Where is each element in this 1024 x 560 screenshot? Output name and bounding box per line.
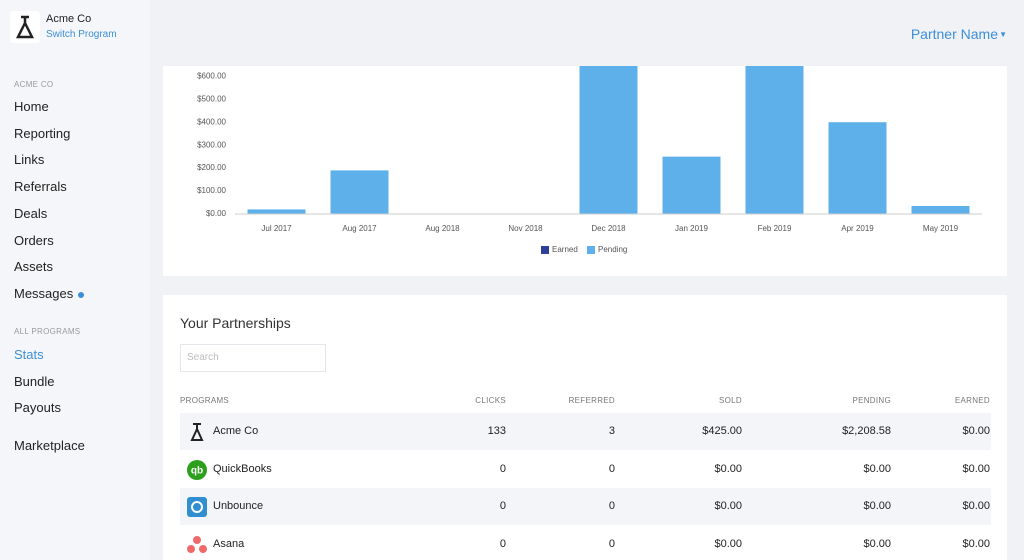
nav-item[interactable]: Payouts [14,400,61,416]
program-icon [190,423,204,441]
nav-item[interactable]: Stats [14,347,44,362]
bar [828,122,887,214]
table-cell: Asana [213,537,245,550]
nav-item[interactable]: Assets [14,259,54,275]
table-cell: $2,208.58 [842,425,891,437]
table-cell: $0.00 [714,500,742,512]
logo [10,11,40,43]
table-row[interactable]: qb QuickBooks 0 0 $0.00 $0.00 $0.00 [180,451,991,488]
bar [911,205,970,214]
sidebar: Acme Co Switch Program ACME CO Home Report… [0,0,150,560]
chart: $0.00 $100.00 $200.00 $300.00 $400.00 $500.00… [197,66,982,254]
bar [247,209,306,214]
table-row[interactable]: Unbounce 0 0 $0.00 $0.00 $0.00 [180,488,991,525]
table-cell: 3 [608,425,615,437]
table-card: Your Partnerships Search PROGRAMS CLICKS R… [163,295,1007,560]
search-input[interactable]: Search [180,344,326,372]
column-header: REFERRED [568,396,615,405]
nav-item[interactable]: Messages [14,285,74,301]
logo-icon [15,15,35,39]
table-row[interactable]: Acme Co 133 3 $425.00 $2,208.58 $0.00 [180,413,991,450]
legend-swatch [541,246,549,254]
table-cell: Acme Co [213,425,259,437]
table-cell: 0 [499,500,506,512]
table-cell: 0 [608,537,615,550]
y-tick-label: $0.00 [206,209,227,218]
nav-item[interactable]: Orders [14,232,54,248]
nav-item[interactable]: Referrals [14,179,67,195]
table-cell: $0.00 [962,425,990,437]
svg-text:qb: qb [191,465,203,476]
switch-program[interactable]: Switch Program [46,29,117,40]
table-cell: $0.00 [962,500,990,512]
table-cell: 0 [608,500,615,512]
column-header: EARNED [954,396,990,405]
x-tick-label: Jul 2017 [261,224,292,233]
table-cell: Unbounce [213,500,264,512]
table-row[interactable]: Asana 0 0 $0.00 $0.00 $0.00 [180,526,991,560]
legend-label: Earned [552,245,578,254]
table-cell: $0.00 [962,537,990,550]
column-header: PROGRAMS [180,396,230,405]
x-tick-label: Feb 2019 [758,224,792,233]
y-tick-label: $600.00 [197,71,226,80]
y-tick-label: $500.00 [197,94,226,103]
table-cell: $0.00 [714,537,742,550]
column-header: CLICKS [475,396,506,405]
table-cell: $0.00 [863,500,891,512]
table-cell: QuickBooks [213,462,272,475]
nav-item[interactable]: Marketplace [14,438,85,453]
table-cell: $425.00 [702,425,742,437]
x-tick-label: Aug 2017 [342,224,377,233]
y-tick-label: $100.00 [197,186,226,195]
x-tick-label: Aug 2018 [425,224,460,233]
nav-item[interactable]: Deals [14,205,48,221]
y-tick-label: $300.00 [197,140,226,149]
bar [662,156,721,214]
table-cell: $0.00 [962,462,990,475]
nav-item[interactable]: Links [14,152,45,168]
bars [247,66,970,214]
nav-item[interactable]: Home [14,99,49,114]
x-tick-label: Dec 2018 [591,224,626,233]
table-cell: 0 [499,537,506,550]
table-cell: 0 [608,462,615,475]
program-icon: qb [187,459,207,480]
x-tick-label: May 2019 [923,224,959,233]
user-menu[interactable]: Partner Name [910,26,998,42]
caret: ▼ [999,30,1007,39]
org-name: Acme Co [46,13,92,25]
legend-label: Pending [598,245,627,254]
table-title: Your Partnerships [180,315,291,331]
unread-dot [78,291,84,298]
column-header: PENDING [852,396,891,405]
x-tick-label: Jan 2019 [675,224,708,233]
table-cell: 0 [499,462,506,475]
table-cell: $0.00 [714,462,742,475]
x-tick-label: Nov 2018 [508,224,543,233]
section-heading: ALL PROGRAMS [14,327,81,336]
program-icon [187,497,207,517]
nav-item[interactable]: Reporting [14,125,71,141]
y-tick-label: $200.00 [197,163,226,172]
bar [579,66,638,214]
nav-item[interactable]: Bundle [14,373,55,389]
column-header: SOLD [719,396,742,405]
chart-card: $0.00 $100.00 $200.00 $300.00 $400.00 $500.00… [163,66,1007,276]
table-cell: $0.00 [863,462,891,475]
bar [745,66,804,214]
section-heading: ACME CO [14,80,54,89]
x-tick-label: Apr 2019 [841,224,874,233]
table-cell: 133 [487,425,506,437]
y-tick-label: $400.00 [197,117,226,126]
table-cell: $0.00 [863,537,891,550]
program-icon [187,535,207,553]
legend-swatch [587,246,595,254]
bar [330,170,389,214]
